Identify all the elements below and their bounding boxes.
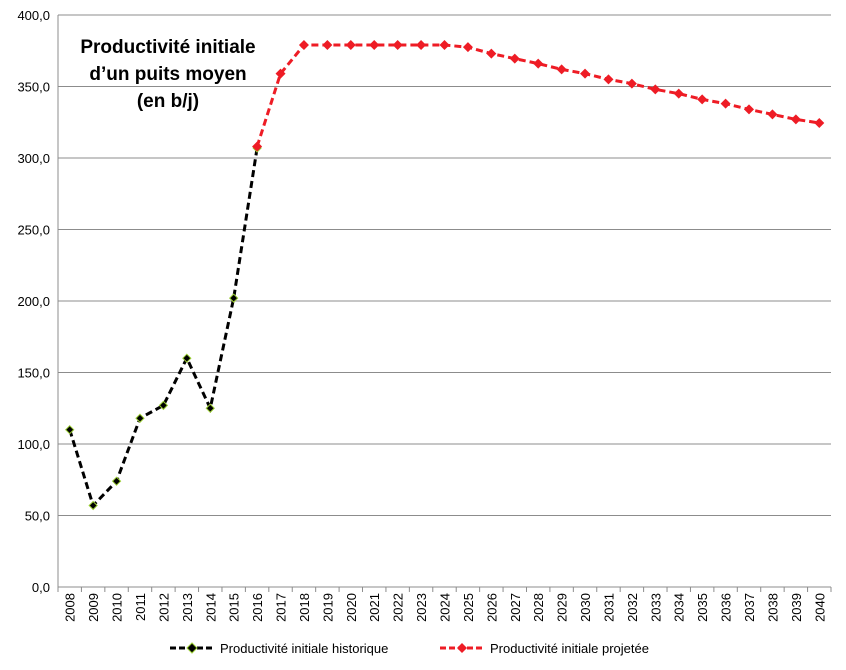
y-tick-label: 150,0 bbox=[17, 366, 50, 381]
data-point-1 bbox=[767, 109, 778, 120]
legend: Productivité initiale historique Product… bbox=[170, 641, 649, 656]
x-tick-label: 2009 bbox=[86, 593, 101, 622]
x-tick-label: 2018 bbox=[297, 593, 312, 622]
legend-marker-projetee bbox=[457, 643, 467, 653]
x-tick-label: 2008 bbox=[63, 593, 78, 622]
y-tick-label: 250,0 bbox=[17, 223, 50, 238]
data-point-1 bbox=[673, 88, 684, 99]
x-tick-label: 2020 bbox=[344, 593, 359, 622]
x-tick-label: 2016 bbox=[250, 593, 265, 622]
data-point-0 bbox=[182, 353, 192, 363]
data-point-0 bbox=[111, 476, 122, 486]
data-point-1 bbox=[580, 68, 591, 79]
x-tick-label: 2024 bbox=[438, 593, 453, 622]
x-tick-label: 2012 bbox=[156, 593, 171, 622]
data-point-1 bbox=[462, 42, 473, 53]
x-tick-label: 2011 bbox=[133, 593, 148, 621]
y-tick-label: 50,0 bbox=[25, 509, 50, 524]
y-tick-label: 100,0 bbox=[17, 437, 50, 452]
x-tick-label: 2017 bbox=[274, 593, 289, 622]
data-point-1 bbox=[603, 74, 614, 85]
data-point-1 bbox=[275, 68, 286, 79]
data-point-0 bbox=[205, 403, 215, 413]
x-tick-label: 2029 bbox=[555, 593, 570, 622]
x-tick-label: 2038 bbox=[765, 593, 780, 622]
x-tick-label: 2025 bbox=[461, 593, 476, 622]
data-point-1 bbox=[392, 40, 403, 51]
data-point-1 bbox=[650, 84, 661, 95]
data-point-1 bbox=[814, 117, 825, 128]
data-point-1 bbox=[556, 64, 567, 75]
data-point-1 bbox=[720, 98, 731, 109]
x-tick-label: 2014 bbox=[203, 593, 218, 622]
data-point-1 bbox=[744, 104, 755, 115]
data-point-0 bbox=[65, 424, 75, 435]
legend-label-historique: Productivité initiale historique bbox=[220, 641, 388, 656]
data-point-1 bbox=[252, 141, 263, 152]
x-tick-label: 2032 bbox=[625, 593, 640, 622]
chart-title-line-2: d’un puits moyen bbox=[89, 64, 246, 85]
data-point-1 bbox=[533, 58, 544, 69]
data-point-1 bbox=[486, 48, 497, 59]
data-point-1 bbox=[439, 40, 450, 51]
data-point-0 bbox=[158, 400, 169, 411]
data-point-0 bbox=[228, 293, 239, 303]
series-line-0 bbox=[68, 147, 259, 509]
x-tick-label: 2026 bbox=[484, 593, 499, 622]
x-tick-label: 2039 bbox=[789, 593, 804, 622]
x-tick-label: 2015 bbox=[227, 593, 242, 622]
y-tick-label: 300,0 bbox=[17, 151, 50, 166]
x-tick-label: 2033 bbox=[648, 593, 663, 622]
chart-title-line-1: Productivité initiale bbox=[80, 37, 255, 58]
x-tick-label: 2040 bbox=[812, 593, 827, 622]
x-tick-label: 2030 bbox=[578, 593, 593, 622]
x-tick-label: 2031 bbox=[601, 593, 616, 622]
x-tick-label: 2013 bbox=[180, 593, 195, 622]
x-tick-label: 2010 bbox=[110, 593, 125, 622]
y-tick-label: 400,0 bbox=[17, 8, 50, 23]
data-point-1 bbox=[697, 94, 708, 105]
data-point-0 bbox=[135, 413, 145, 423]
x-tick-label: 2027 bbox=[508, 593, 523, 622]
data-point-1 bbox=[509, 53, 520, 64]
y-tick-label: 350,0 bbox=[17, 80, 50, 95]
x-tick-label: 2019 bbox=[320, 593, 335, 622]
data-point-1 bbox=[322, 40, 333, 51]
data-point-1 bbox=[790, 114, 801, 125]
x-tick-label: 2028 bbox=[531, 593, 546, 622]
x-tick-label: 2023 bbox=[414, 593, 429, 622]
y-tick-label: 0,0 bbox=[32, 580, 50, 595]
series-layer bbox=[65, 40, 825, 511]
data-point-1 bbox=[345, 40, 356, 51]
data-point-1 bbox=[369, 40, 380, 51]
data-point-0 bbox=[88, 500, 98, 511]
chart-title-line-3: (en b/j) bbox=[137, 91, 199, 112]
data-point-1 bbox=[626, 78, 637, 89]
gridlines bbox=[58, 14, 831, 516]
x-tick-label: 2022 bbox=[391, 593, 406, 622]
y-tick-label: 200,0 bbox=[17, 294, 50, 309]
x-tick-label: 2035 bbox=[695, 593, 710, 622]
data-point-1 bbox=[298, 40, 309, 51]
x-tick-label: 2036 bbox=[719, 593, 734, 622]
x-tick-label: 2021 bbox=[367, 593, 382, 622]
x-tick-label: 2037 bbox=[742, 593, 757, 622]
legend-marker-historique bbox=[186, 642, 198, 654]
legend-label-projetee: Productivité initiale projetée bbox=[490, 641, 649, 656]
axes: 0,0 50,0 100,0 150,0 200,0 250,0 300,0 350,0 400… bbox=[17, 8, 832, 622]
data-point-1 bbox=[416, 40, 427, 51]
x-tick-label: 2034 bbox=[672, 593, 687, 622]
